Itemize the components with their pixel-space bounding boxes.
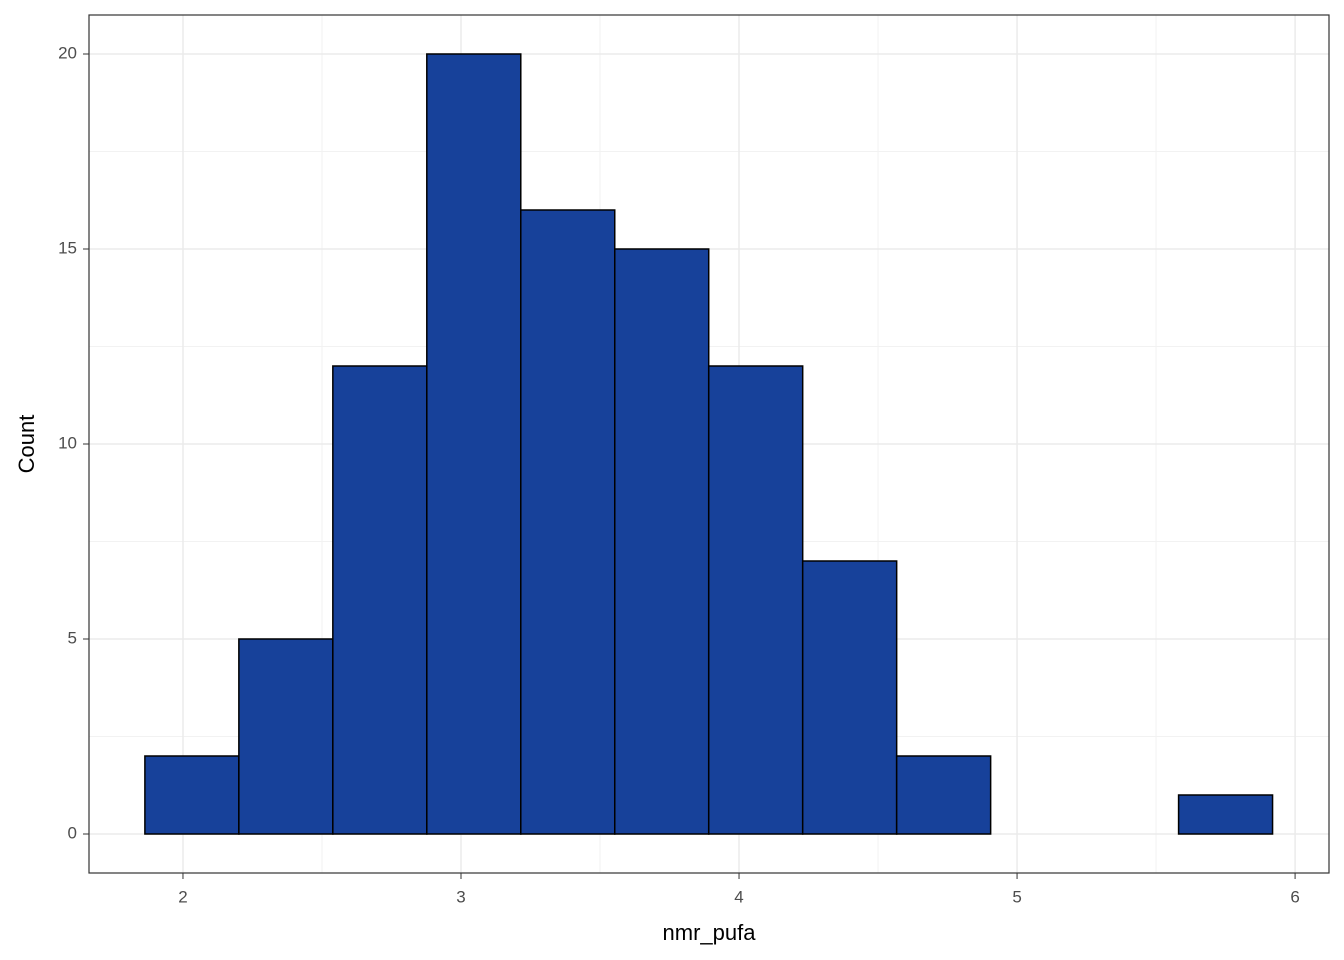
y-tick-label: 10 [58, 433, 77, 452]
x-tick-label: 6 [1290, 887, 1299, 906]
bar [238, 638, 334, 835]
x-tick-label: 3 [456, 887, 465, 906]
bar [895, 755, 992, 835]
bar [613, 248, 710, 835]
y-axis-title: Count [14, 415, 39, 474]
x-tick-label: 5 [1012, 887, 1021, 906]
bar [707, 365, 804, 835]
bar [520, 209, 616, 835]
bar [801, 560, 898, 835]
x-tick-label: 4 [734, 887, 743, 906]
bar [144, 755, 240, 835]
y-tick-label: 0 [68, 823, 77, 842]
panel-border [88, 14, 1330, 874]
bar [1177, 794, 1274, 835]
bar [426, 53, 522, 835]
y-tick-label: 15 [58, 238, 77, 257]
x-axis-title: nmr_pufa [663, 920, 757, 945]
bar [332, 365, 428, 835]
x-tick-label: 2 [178, 887, 187, 906]
y-tick-label: 20 [58, 43, 77, 62]
y-tick-label: 5 [68, 628, 77, 647]
